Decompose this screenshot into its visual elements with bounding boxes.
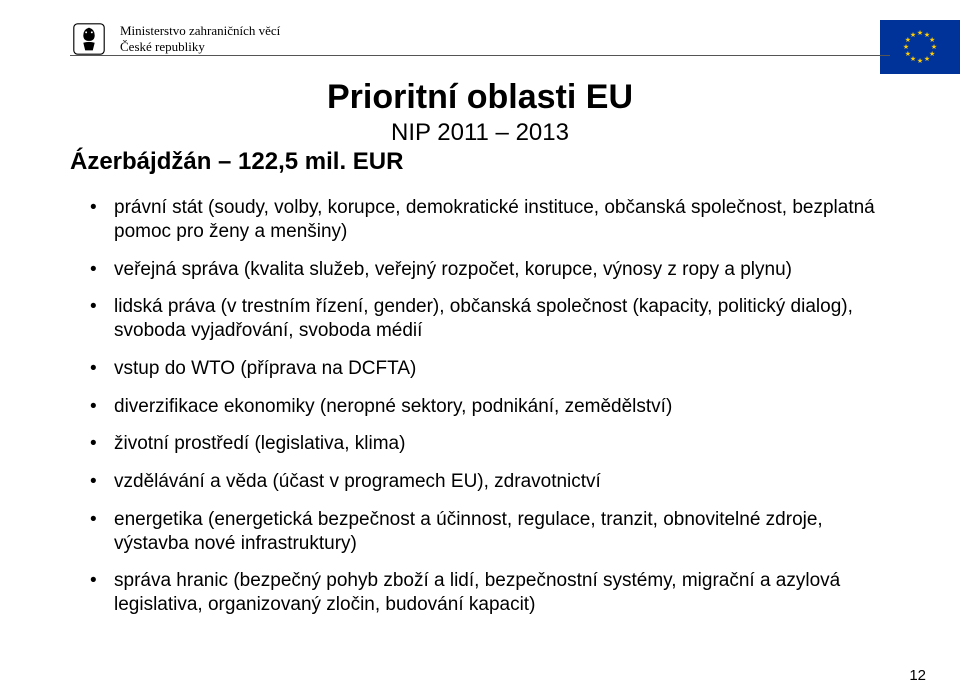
eu-flag-icon: ★★★★★★★★★★★★ [880,20,960,74]
list-item: správa hranic (bezpečný pohyb zboží a li… [90,569,890,617]
page-number: 12 [909,667,926,684]
country-line: Ázerbájdžán – 122,5 mil. EUR [70,148,403,176]
list-item: veřejná správa (kvalita služeb, veřejný … [90,258,890,282]
list-item: lidská práva (v trestním řízení, gender)… [90,295,890,343]
header: Ministerstvo zahraničních věcí České rep… [0,10,960,58]
ministry-line2: České republiky [120,39,280,55]
bullet-list: právní stát (soudy, volby, korupce, demo… [90,196,890,631]
list-item: energetika (energetická bezpečnost a úči… [90,508,890,556]
ministry-block: Ministerstvo zahraničních věcí České rep… [70,20,280,58]
ministry-line1: Ministerstvo zahraničních věcí [120,23,280,39]
ministry-text: Ministerstvo zahraničních věcí České rep… [120,23,280,56]
list-item: vzdělávání a věda (účast v programech EU… [90,470,890,494]
list-item: životní prostředí (legislativa, klima) [90,432,890,456]
list-item: vstup do WTO (příprava na DCFTA) [90,357,890,381]
header-divider [70,55,890,56]
czech-emblem-icon [70,20,108,58]
subtitle: NIP 2011 – 2013 [0,119,960,147]
list-item: právní stát (soudy, volby, korupce, demo… [90,196,890,244]
list-item: diverzifikace ekonomiky (neropné sektory… [90,395,890,419]
title-block: Prioritní oblasti EU NIP 2011 – 2013 [0,78,960,147]
main-title: Prioritní oblasti EU [0,78,960,117]
